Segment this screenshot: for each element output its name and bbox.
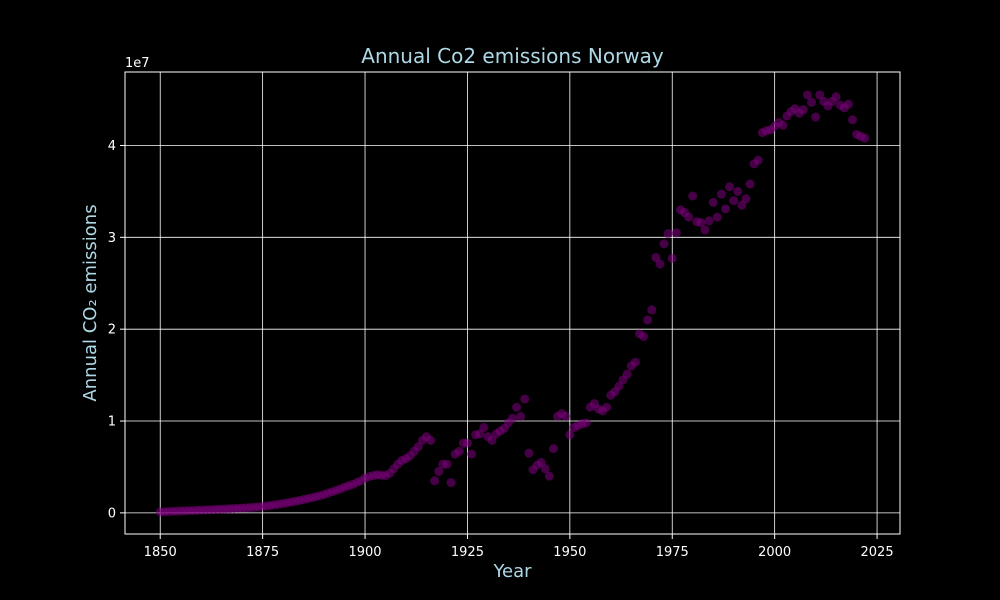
scatter-point xyxy=(536,457,546,467)
scatter-point xyxy=(663,229,673,239)
scatter-point xyxy=(741,194,751,204)
scatter-point xyxy=(614,381,624,391)
scatter-point xyxy=(446,478,456,488)
scatter-point xyxy=(700,225,710,235)
scatter-point xyxy=(753,155,763,165)
scatter-point xyxy=(561,411,571,421)
y-tick-label: 4 xyxy=(108,139,116,154)
scatter-point xyxy=(725,182,735,192)
scatter-point xyxy=(540,464,550,474)
scatter-point xyxy=(684,212,694,222)
scatter-point xyxy=(643,315,653,325)
scatter-point xyxy=(430,476,440,486)
scatter-point xyxy=(798,105,808,115)
scatter-point xyxy=(655,259,665,269)
chart-title: Annual Co2 emissions Norway xyxy=(361,44,664,68)
scatter-points xyxy=(155,90,870,517)
scatter-point xyxy=(508,413,517,423)
scatter-point xyxy=(516,411,526,421)
scatter-point xyxy=(651,253,661,263)
y-axis-label: Annual CO₂ emissions xyxy=(80,204,101,401)
scatter-point xyxy=(487,435,497,445)
scatter-point xyxy=(704,216,714,226)
scatter-point xyxy=(667,253,677,263)
x-tick-label: 2025 xyxy=(861,545,894,560)
x-tick-label: 2000 xyxy=(758,545,791,560)
y-tick-label: 0 xyxy=(108,506,116,521)
plot-frame xyxy=(124,71,901,535)
axis-ticks: 1850 1875 1900 1925 1950 1975 2000 2025 0 1 2 3 4 xyxy=(108,139,894,560)
scatter-point xyxy=(520,394,530,404)
scatter-point xyxy=(815,90,825,100)
scatter-point xyxy=(708,197,718,207)
scatter-point xyxy=(434,467,444,477)
scatter-point xyxy=(716,189,726,199)
scatter-point xyxy=(639,332,649,342)
scatter-point xyxy=(622,369,632,379)
scatter-point xyxy=(479,422,489,432)
scatter-point xyxy=(688,191,698,201)
scatter-point xyxy=(467,449,477,459)
scatter-point xyxy=(745,179,755,189)
scatter-point xyxy=(733,186,743,196)
scatter-point xyxy=(712,212,722,222)
scatter-point xyxy=(807,97,817,107)
scatter-point xyxy=(475,429,485,439)
scatter-point xyxy=(581,418,591,428)
x-tick-label: 1975 xyxy=(656,545,689,560)
grid xyxy=(125,72,900,534)
scatter-point xyxy=(659,239,669,249)
scatter-point xyxy=(843,99,853,109)
scatter-point xyxy=(721,204,731,214)
scatter-point xyxy=(602,402,612,412)
scatter-point xyxy=(647,305,657,315)
scatter-point xyxy=(847,115,857,125)
scatter-point xyxy=(512,402,522,412)
x-axis-label: Year xyxy=(492,561,532,582)
y-axis-offset-label: 1e7 xyxy=(125,56,150,71)
scatter-point xyxy=(737,200,747,210)
y-tick-label: 3 xyxy=(108,231,116,246)
scatter-point xyxy=(548,444,558,454)
x-tick-label: 1950 xyxy=(553,545,586,560)
scatter-point xyxy=(565,430,575,440)
x-tick-label: 1875 xyxy=(246,545,279,560)
scatter-point xyxy=(544,471,554,481)
scatter-point xyxy=(462,438,472,448)
y-tick-label: 2 xyxy=(108,323,116,338)
scatter-point xyxy=(442,459,452,469)
x-tick-label: 1925 xyxy=(451,545,484,560)
scatter-point xyxy=(831,92,841,102)
scatter-point xyxy=(671,228,681,238)
scatter-point xyxy=(454,446,464,456)
y-tick-label: 1 xyxy=(108,415,116,430)
scatter-point xyxy=(524,448,534,458)
scatter-point xyxy=(802,90,812,100)
scatter-point xyxy=(413,442,423,452)
scatter-point xyxy=(630,357,640,367)
scatter-point xyxy=(426,435,436,445)
scatter-point xyxy=(696,218,706,228)
scatter-point xyxy=(860,133,870,143)
x-tick-label: 1850 xyxy=(144,545,177,560)
scatter-point xyxy=(729,196,739,206)
scatter-point xyxy=(778,120,788,130)
scatter-point xyxy=(811,112,821,122)
x-tick-label: 1900 xyxy=(348,545,381,560)
